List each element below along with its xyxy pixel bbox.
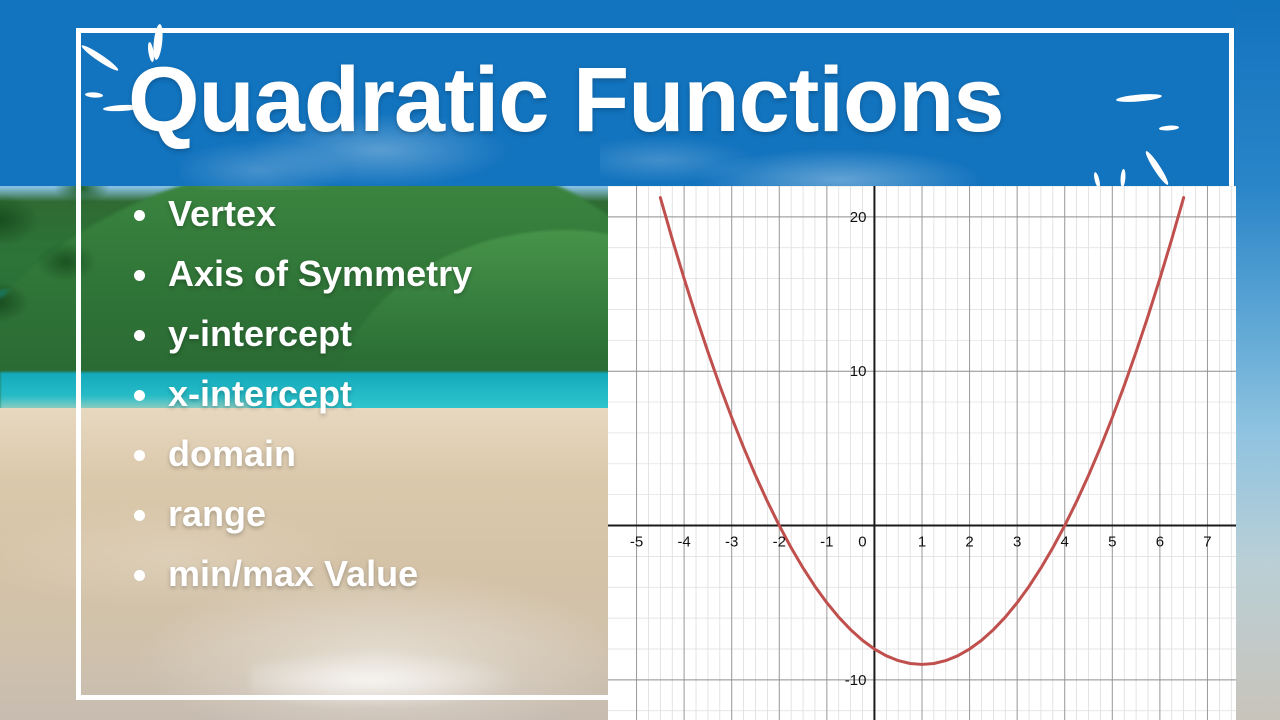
list-item: range	[122, 496, 592, 532]
cloud-right	[600, 90, 1120, 200]
wave-foam	[250, 640, 670, 720]
list-item-label: domain	[168, 433, 297, 474]
list-item-label: Axis of Symmetry	[168, 253, 473, 294]
y-tick-label: -10	[845, 672, 867, 689]
list-item: domain	[122, 436, 592, 472]
list-item-label: x-intercept	[168, 373, 353, 414]
x-tick-label: 5	[1108, 534, 1116, 551]
x-tick-label: 2	[965, 534, 973, 551]
x-tick-label: -5	[630, 534, 643, 551]
x-tick-label: -4	[677, 534, 690, 551]
list-item-label: y-intercept	[168, 313, 353, 354]
x-tick-label: -2	[773, 534, 786, 551]
x-tick-label: 1	[918, 534, 926, 551]
list-item: x-intercept	[122, 376, 592, 412]
x-tick-label: -1	[820, 534, 833, 551]
list-item: min/max Value	[122, 556, 592, 592]
x-tick-label: 4	[1061, 534, 1069, 551]
list-item: Axis of Symmetry	[122, 256, 592, 292]
list-item-label: Vertex	[168, 193, 277, 234]
page-title: Quadratic Functions	[128, 49, 1005, 151]
list-item-label: range	[168, 493, 267, 534]
x-tick-label: 6	[1156, 534, 1164, 551]
right-edge-strip	[1235, 0, 1280, 720]
list-item: Vertex	[122, 196, 592, 232]
cloud-left	[180, 40, 600, 190]
parabola-curve	[658, 196, 1186, 666]
x-tick-label: 7	[1203, 534, 1211, 551]
y-tick-label: 10	[850, 363, 867, 380]
x-tick-label: 3	[1013, 534, 1021, 551]
y-tick-label: 20	[850, 209, 867, 226]
x-tick-label: -3	[725, 534, 738, 551]
topic-list: Vertex Axis of Symmetry y-intercept x-in…	[122, 196, 592, 616]
parabola-graph: -5 -4 -3 -2 -1 0 1 2 3 4 5 6 7 20 10 -10	[608, 186, 1236, 720]
x-tick-label: 0	[858, 534, 866, 551]
list-item: y-intercept	[122, 316, 592, 352]
list-item-label: min/max Value	[168, 553, 419, 594]
